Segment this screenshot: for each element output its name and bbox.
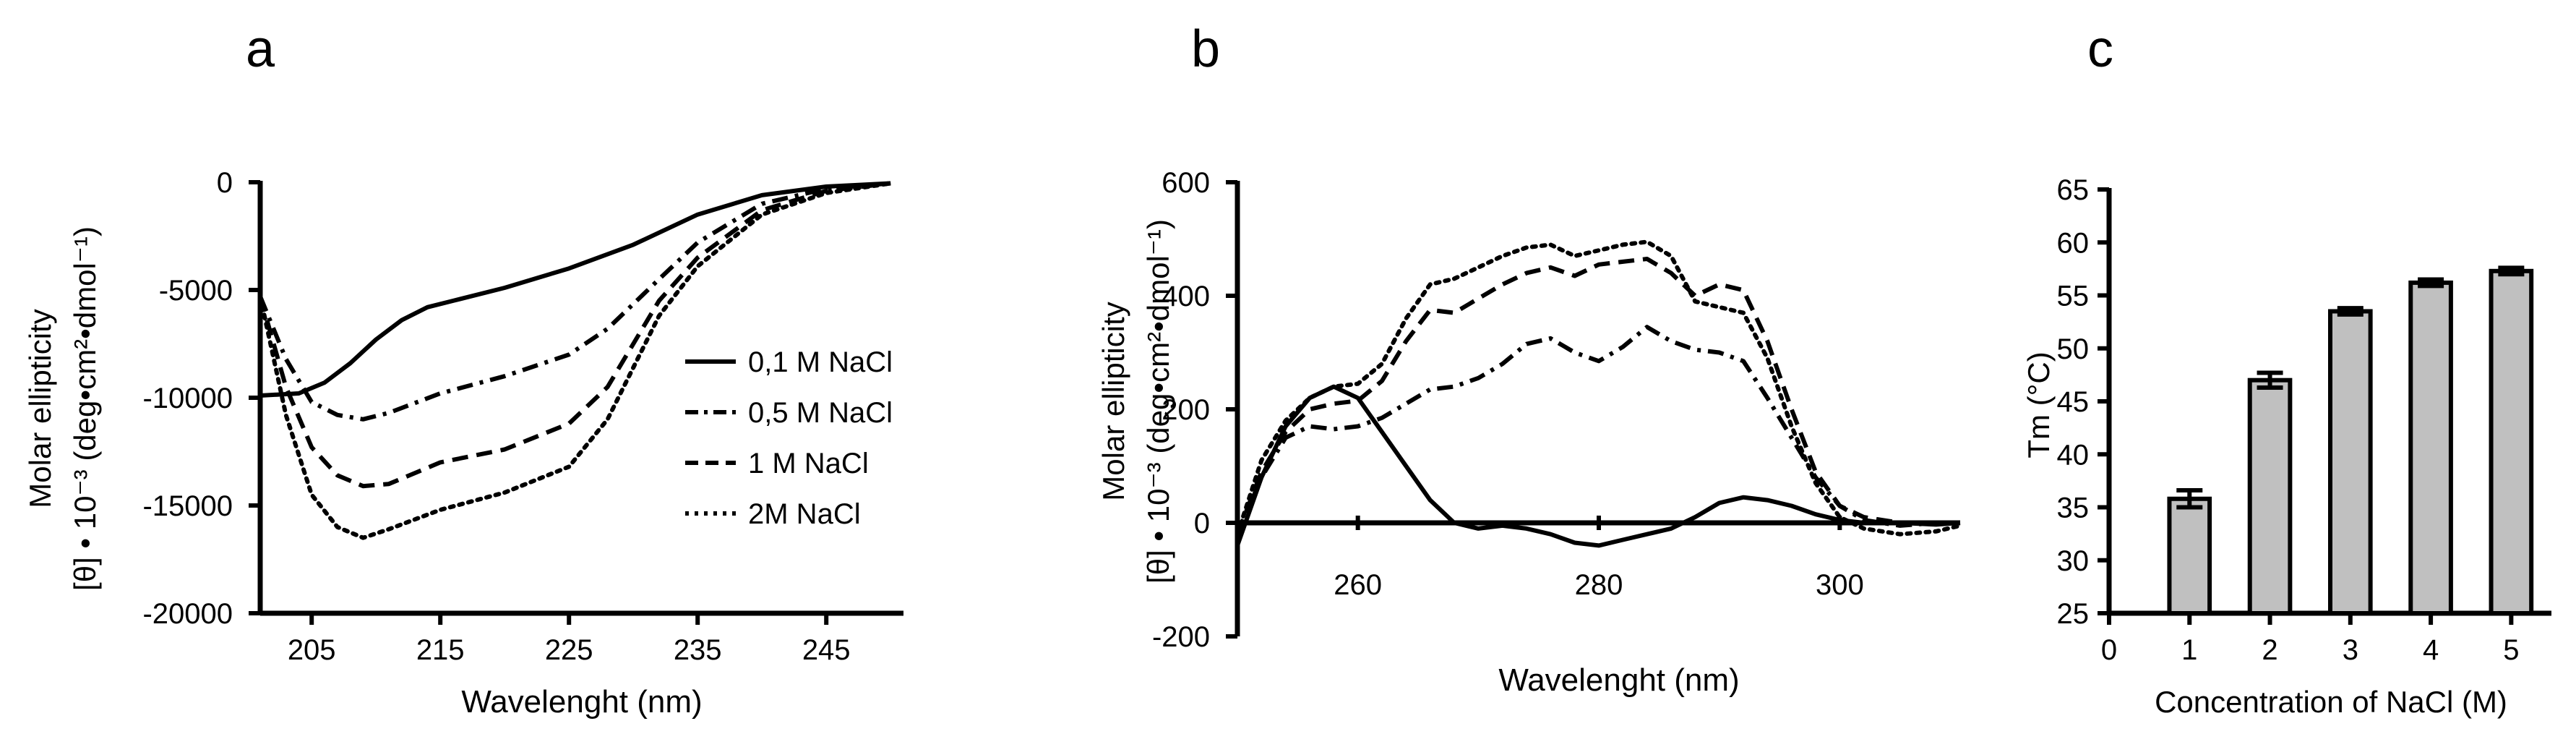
panel-a-ytick-label: -15000	[142, 490, 233, 522]
bar-2	[2247, 377, 2293, 615]
panel-c-ytick-label: 55	[2057, 281, 2090, 312]
panel-c-xtick-label: 1	[2181, 634, 2197, 666]
panel-a-xtick-label: 215	[416, 634, 465, 666]
panel-a-xtick-label: 235	[674, 634, 722, 666]
panel-a-series-dashdot	[258, 181, 891, 422]
panel-label-a: a	[246, 20, 275, 78]
panel-b-series-solid	[1235, 384, 1961, 548]
panel-b-ytick-label: -200	[1152, 621, 1210, 653]
panel-c-ytick-label: 30	[2057, 545, 2090, 577]
panel-b-ytick-label: 200	[1162, 394, 1210, 426]
panel-b-ytick-label: 400	[1162, 281, 1210, 312]
panel-b-ylabel-line2: [θ] • 10⁻³ (deg•cm²•dmol⁻¹)	[1141, 219, 1175, 584]
panel-b-series-dashed	[1235, 257, 1960, 535]
panel-a-ylabel-line1: Molar ellipticity	[23, 309, 57, 508]
panel-a-series-dotted	[258, 181, 893, 540]
panel-b-series-dashdot	[1235, 325, 1960, 535]
panel-a-ytick-label: -5000	[159, 275, 233, 307]
panel-label-c: c	[2087, 20, 2113, 78]
panel-a-xlabel: Wavelenght (nm)	[461, 684, 702, 720]
panel-a-series-solid	[259, 181, 891, 398]
legend-label: 0,1 M NaCl	[748, 346, 893, 378]
panel-c-ylabel: Tm (°C)	[2022, 351, 2056, 458]
panel-c-xtick-label: 0	[2101, 634, 2117, 666]
panel-b-xlabel: Wavelenght (nm)	[1498, 662, 1739, 698]
panel-a-ytick-label: -20000	[142, 598, 233, 630]
panel-b-xtick-label: 260	[1334, 569, 1382, 601]
panel-a-xtick-label: 225	[545, 634, 593, 666]
legend-label: 1 M NaCl	[748, 448, 869, 479]
panel-c-ytick-label: 35	[2057, 492, 2090, 524]
bar-4	[2408, 280, 2453, 615]
panel-c-ytick-label: 50	[2057, 333, 2090, 365]
panel-c-xlabel: Concentration of NaCl (M)	[2155, 685, 2507, 719]
panel-c-xtick-label: 4	[2423, 634, 2439, 666]
panel-c-ytick-label: 65	[2057, 174, 2090, 206]
panel-b-xtick-label: 280	[1575, 569, 1623, 601]
panel-b-ylabel-line1: Molar ellipticity	[1096, 302, 1130, 500]
panel-b-series-dotted	[1235, 239, 1962, 537]
legend-label: 2M NaCl	[748, 498, 861, 530]
panel-a-xtick-label: 205	[288, 634, 336, 666]
panel-label-b: b	[1191, 20, 1220, 78]
panel-c-xtick-label: 2	[2262, 634, 2277, 666]
panel-c-ytick-label: 60	[2057, 227, 2090, 259]
panel-c-ytick-label: 45	[2057, 386, 2090, 418]
panel-a-xtick-label: 245	[802, 634, 851, 666]
panel-b-ytick-label: 0	[1194, 508, 1210, 539]
panel-c-ytick-label: 40	[2057, 439, 2090, 471]
legend-label: 0,5 M NaCl	[748, 397, 893, 429]
bar-1	[2167, 496, 2212, 616]
panel-b-xtick-label: 300	[1816, 569, 1864, 601]
panel-c-xtick-label: 5	[2503, 634, 2519, 666]
bar-5	[2489, 268, 2534, 615]
bar-3	[2328, 309, 2373, 615]
panel-a-ytick-label: -10000	[142, 383, 233, 414]
panel-b-ytick-label: 600	[1162, 167, 1210, 199]
panel-a-series-dashed	[258, 181, 891, 489]
panel-c-xtick-label: 3	[2343, 634, 2358, 666]
panel-a-ylabel-line2: [θ] • 10⁻³ (deg•cm²•dmol⁻¹)	[68, 226, 102, 591]
panel-a-legend: 0,1 M NaCl 0,5 M NaCl 1 M NaCl 2M NaCl	[685, 346, 893, 530]
panel-a-ytick-label: 0	[217, 167, 233, 199]
panel-c-ytick-label: 25	[2057, 598, 2090, 630]
